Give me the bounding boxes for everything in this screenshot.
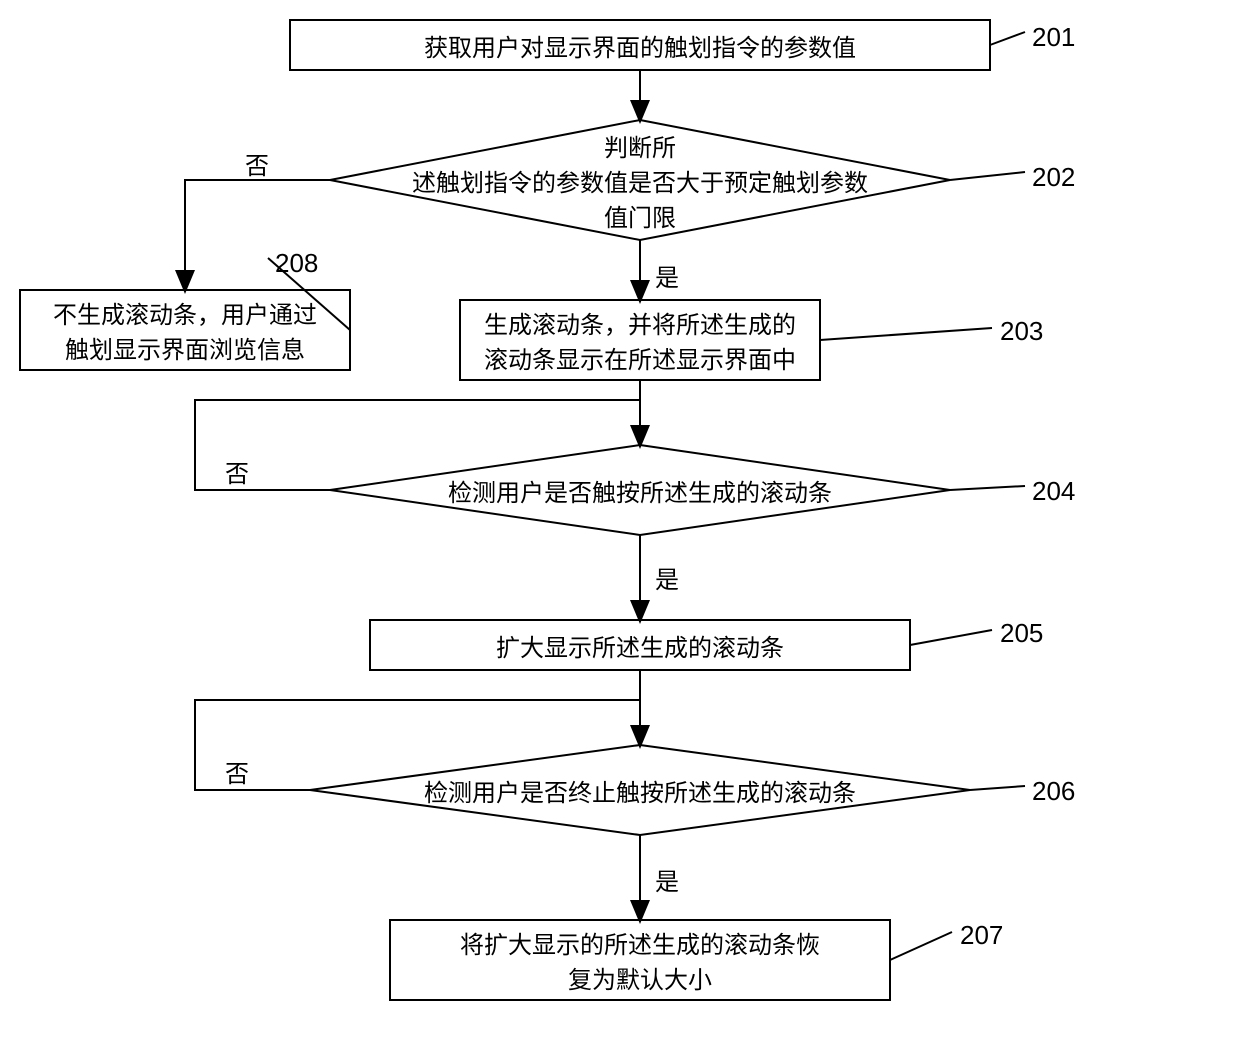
node-text-n206: 检测用户是否终止触按所述生成的滚动条: [310, 745, 970, 835]
leader-line: [910, 630, 992, 645]
step-number-206: 206: [1032, 776, 1075, 807]
branch-label-yes204: 是: [655, 560, 679, 595]
leader-line: [890, 932, 952, 960]
leader-line: [950, 486, 1025, 490]
step-number-204: 204: [1032, 476, 1075, 507]
node-text-n204: 检测用户是否触按所述生成的滚动条: [330, 445, 950, 535]
step-number-205: 205: [1000, 618, 1043, 649]
node-text-n201: 获取用户对显示界面的触划指令的参数值: [290, 20, 990, 70]
step-number-203: 203: [1000, 316, 1043, 347]
leader-line: [990, 32, 1025, 45]
step-number-201: 201: [1032, 22, 1075, 53]
branch-label-no202: 否: [245, 146, 269, 181]
branch-label-no204: 否: [225, 454, 249, 489]
step-number-202: 202: [1032, 162, 1075, 193]
node-text-n203: 生成滚动条，并将所述生成的滚动条显示在所述显示界面中: [460, 300, 820, 380]
leader-line: [820, 328, 992, 340]
leader-line: [950, 172, 1025, 180]
node-text-n207: 将扩大显示的所述生成的滚动条恢复为默认大小: [390, 920, 890, 1000]
node-text-n205: 扩大显示所述生成的滚动条: [370, 620, 910, 670]
step-number-207: 207: [960, 920, 1003, 951]
leader-line: [970, 786, 1025, 790]
step-number-208: 208: [275, 248, 318, 279]
branch-label-yes206: 是: [655, 862, 679, 897]
branch-label-yes202: 是: [655, 258, 679, 293]
branch-label-no206: 否: [225, 754, 249, 789]
node-text-n208: 不生成滚动条，用户通过触划显示界面浏览信息: [20, 290, 350, 370]
node-text-n202: 判断所述触划指令的参数值是否大于预定触划参数值门限: [330, 120, 950, 240]
